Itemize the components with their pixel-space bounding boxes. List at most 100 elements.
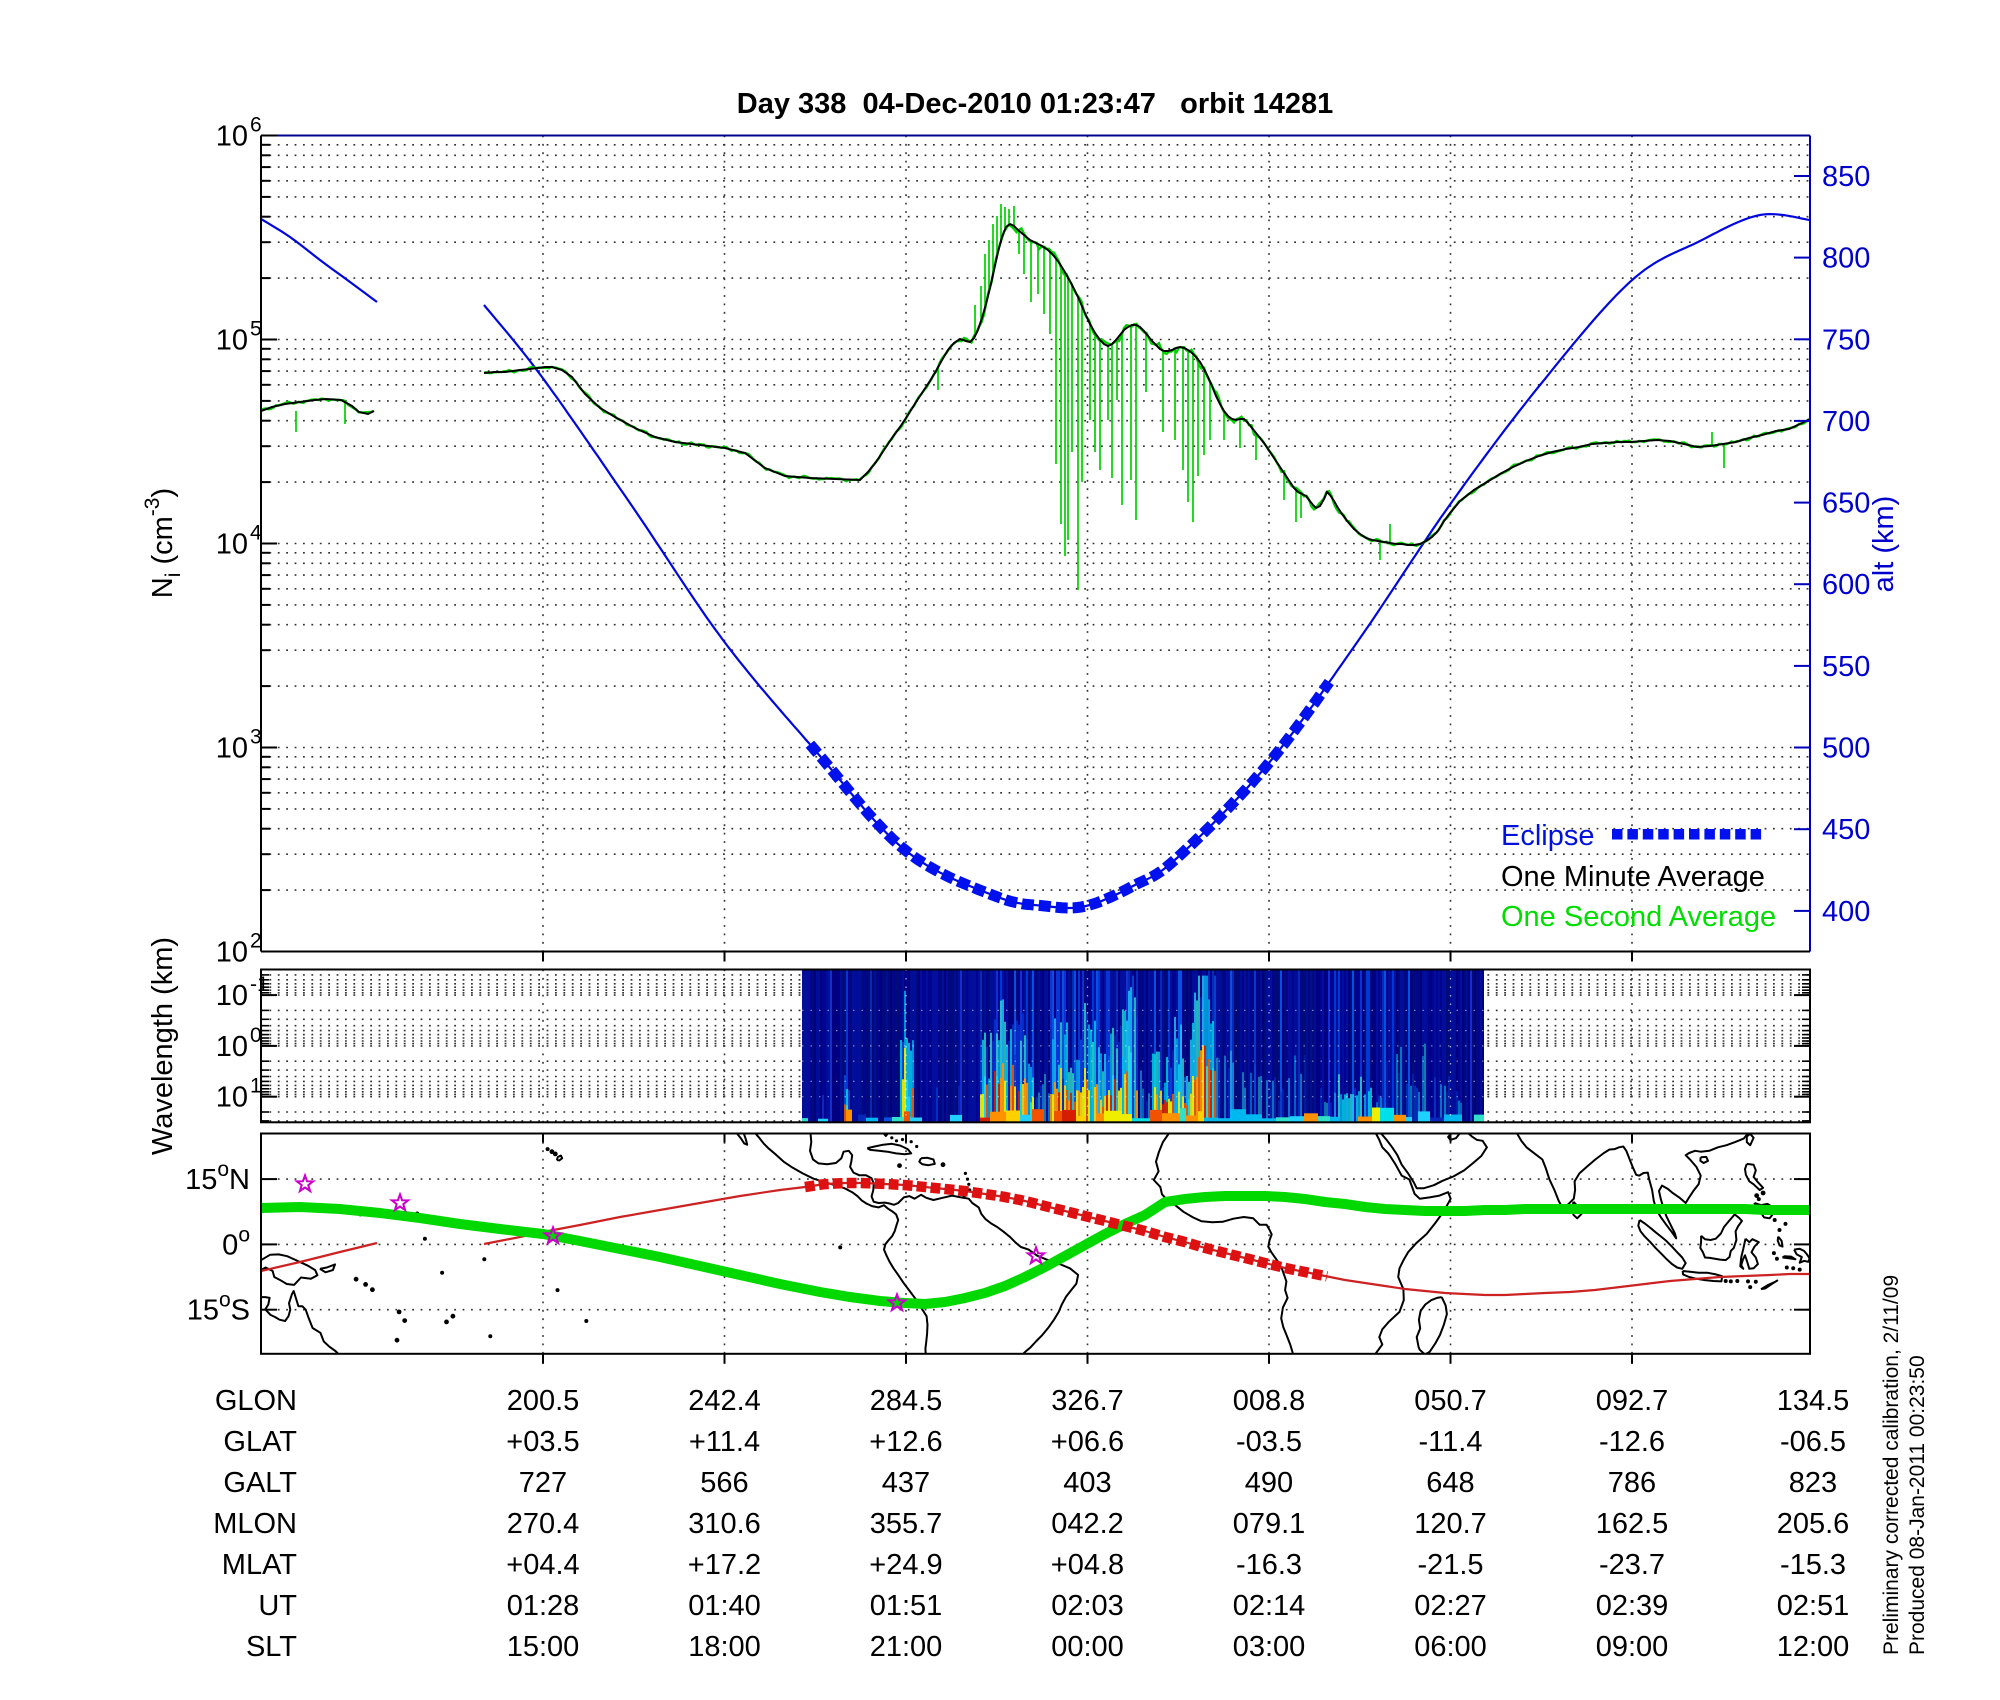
svg-text:15:00: 15:00 bbox=[507, 1631, 580, 1663]
svg-text:02:27: 02:27 bbox=[1414, 1590, 1487, 1622]
svg-text:21:00: 21:00 bbox=[870, 1631, 943, 1663]
svg-text:490: 490 bbox=[1245, 1467, 1293, 1499]
svg-text:823: 823 bbox=[1789, 1467, 1837, 1499]
svg-text:10: 10 bbox=[216, 1082, 248, 1114]
svg-text:02:14: 02:14 bbox=[1233, 1590, 1306, 1622]
svg-text:400: 400 bbox=[1822, 896, 1870, 928]
svg-text:-16.3: -16.3 bbox=[1236, 1549, 1302, 1581]
svg-text:-23.7: -23.7 bbox=[1599, 1549, 1665, 1581]
svg-text:008.8: 008.8 bbox=[1233, 1385, 1306, 1417]
svg-text:403: 403 bbox=[1063, 1467, 1111, 1499]
svg-text:0o: 0o bbox=[222, 1223, 250, 1261]
svg-text:-06.5: -06.5 bbox=[1780, 1426, 1846, 1458]
svg-text:10: 10 bbox=[216, 121, 248, 153]
svg-text:Produced 08-Jan-2011 00:23:50: Produced 08-Jan-2011 00:23:50 bbox=[1906, 1355, 1929, 1655]
svg-text:786: 786 bbox=[1608, 1467, 1656, 1499]
svg-text:200.5: 200.5 bbox=[507, 1385, 580, 1417]
svg-text:alt (km): alt (km) bbox=[1868, 496, 1900, 593]
svg-text:10: 10 bbox=[216, 937, 248, 969]
svg-text:GLAT: GLAT bbox=[223, 1426, 297, 1458]
svg-text:-21.5: -21.5 bbox=[1417, 1549, 1483, 1581]
svg-text:450: 450 bbox=[1822, 814, 1870, 846]
svg-text:10: 10 bbox=[216, 1031, 248, 1063]
svg-text:500: 500 bbox=[1822, 733, 1870, 765]
svg-text:-03.5: -03.5 bbox=[1236, 1426, 1302, 1458]
svg-text:+24.9: +24.9 bbox=[869, 1549, 942, 1581]
svg-text:10: 10 bbox=[216, 980, 248, 1012]
svg-text:092.7: 092.7 bbox=[1596, 1385, 1669, 1417]
svg-text:UT: UT bbox=[258, 1590, 297, 1622]
svg-text:162.5: 162.5 bbox=[1596, 1508, 1669, 1540]
svg-text:800: 800 bbox=[1822, 243, 1870, 275]
svg-text:750: 750 bbox=[1822, 324, 1870, 356]
svg-text:02:39: 02:39 bbox=[1596, 1590, 1669, 1622]
svg-text:03:00: 03:00 bbox=[1233, 1631, 1306, 1663]
svg-text:10: 10 bbox=[216, 733, 248, 765]
svg-text:1: 1 bbox=[250, 1075, 262, 1098]
svg-text:079.1: 079.1 bbox=[1233, 1508, 1306, 1540]
svg-text:01:51: 01:51 bbox=[870, 1590, 943, 1622]
svg-text:355.7: 355.7 bbox=[870, 1508, 943, 1540]
svg-text:310.6: 310.6 bbox=[688, 1508, 761, 1540]
svg-text:One Second Average: One Second Average bbox=[1501, 901, 1776, 933]
svg-text:06:00: 06:00 bbox=[1414, 1631, 1487, 1663]
svg-text:134.5: 134.5 bbox=[1777, 1385, 1850, 1417]
svg-text:120.7: 120.7 bbox=[1414, 1508, 1487, 1540]
svg-text:727: 727 bbox=[519, 1467, 567, 1499]
svg-text:+03.5: +03.5 bbox=[506, 1426, 579, 1458]
svg-text:10: 10 bbox=[216, 325, 248, 357]
svg-text:437: 437 bbox=[882, 1467, 930, 1499]
svg-text:+12.6: +12.6 bbox=[869, 1426, 942, 1458]
svg-text:-1: -1 bbox=[250, 973, 269, 996]
svg-text:242.4: 242.4 bbox=[688, 1385, 761, 1417]
svg-text:Day 338 04-Dec-2010 01:23:47: Day 338 04-Dec-2010 01:23:47 orbit 14281 bbox=[737, 88, 1333, 120]
svg-text:02:51: 02:51 bbox=[1777, 1590, 1850, 1622]
svg-text:+06.6: +06.6 bbox=[1051, 1426, 1124, 1458]
svg-text:0: 0 bbox=[250, 1024, 262, 1047]
svg-text:648: 648 bbox=[1426, 1467, 1474, 1499]
svg-text:01:28: 01:28 bbox=[507, 1590, 580, 1622]
svg-text:10: 10 bbox=[216, 529, 248, 561]
svg-text:Wavelength (km): Wavelength (km) bbox=[147, 937, 179, 1155]
svg-text:01:40: 01:40 bbox=[688, 1590, 761, 1622]
svg-text:+04.4: +04.4 bbox=[506, 1549, 579, 1581]
svg-text:+11.4: +11.4 bbox=[689, 1426, 760, 1458]
svg-text:18:00: 18:00 bbox=[688, 1631, 761, 1663]
svg-text:12:00: 12:00 bbox=[1777, 1631, 1850, 1663]
svg-text:6: 6 bbox=[250, 114, 262, 137]
svg-text:2: 2 bbox=[250, 930, 262, 953]
svg-text:270.4: 270.4 bbox=[507, 1508, 580, 1540]
svg-text:GALT: GALT bbox=[223, 1467, 297, 1499]
svg-text:700: 700 bbox=[1822, 406, 1870, 438]
svg-text:050.7: 050.7 bbox=[1414, 1385, 1487, 1417]
svg-text:00:00: 00:00 bbox=[1051, 1631, 1124, 1663]
svg-text:850: 850 bbox=[1822, 161, 1870, 193]
svg-text:5: 5 bbox=[250, 318, 262, 341]
svg-text:MLON: MLON bbox=[213, 1508, 297, 1540]
svg-text:+17.2: +17.2 bbox=[688, 1549, 761, 1581]
svg-text:326.7: 326.7 bbox=[1051, 1385, 1124, 1417]
svg-text:4: 4 bbox=[250, 522, 262, 545]
svg-text:205.6: 205.6 bbox=[1777, 1508, 1850, 1540]
svg-text:-15.3: -15.3 bbox=[1780, 1549, 1846, 1581]
svg-text:Preliminary corrected calibrat: Preliminary corrected calibration, 2/11/… bbox=[1880, 1275, 1903, 1655]
svg-text:042.2: 042.2 bbox=[1051, 1508, 1124, 1540]
svg-text:-12.6: -12.6 bbox=[1599, 1426, 1665, 1458]
svg-text:550: 550 bbox=[1822, 651, 1870, 683]
svg-text:284.5: 284.5 bbox=[870, 1385, 943, 1417]
svg-text:600: 600 bbox=[1822, 569, 1870, 601]
svg-text:566: 566 bbox=[700, 1467, 748, 1499]
svg-text:MLAT: MLAT bbox=[222, 1549, 297, 1581]
svg-text:Ni (cm-3): Ni (cm-3) bbox=[141, 488, 185, 598]
svg-text:+04.8: +04.8 bbox=[1051, 1549, 1124, 1581]
svg-text:15oN: 15oN bbox=[185, 1158, 250, 1196]
svg-text:3: 3 bbox=[250, 726, 262, 749]
svg-text:15oS: 15oS bbox=[187, 1289, 250, 1327]
svg-text:09:00: 09:00 bbox=[1596, 1631, 1669, 1663]
svg-text:02:03: 02:03 bbox=[1051, 1590, 1124, 1622]
svg-text:SLT: SLT bbox=[246, 1631, 297, 1663]
svg-text:One Minute Average: One Minute Average bbox=[1501, 861, 1765, 893]
svg-text:650: 650 bbox=[1822, 488, 1870, 520]
svg-text:Eclipse: Eclipse bbox=[1501, 820, 1595, 852]
svg-text:-11.4: -11.4 bbox=[1419, 1426, 1483, 1458]
